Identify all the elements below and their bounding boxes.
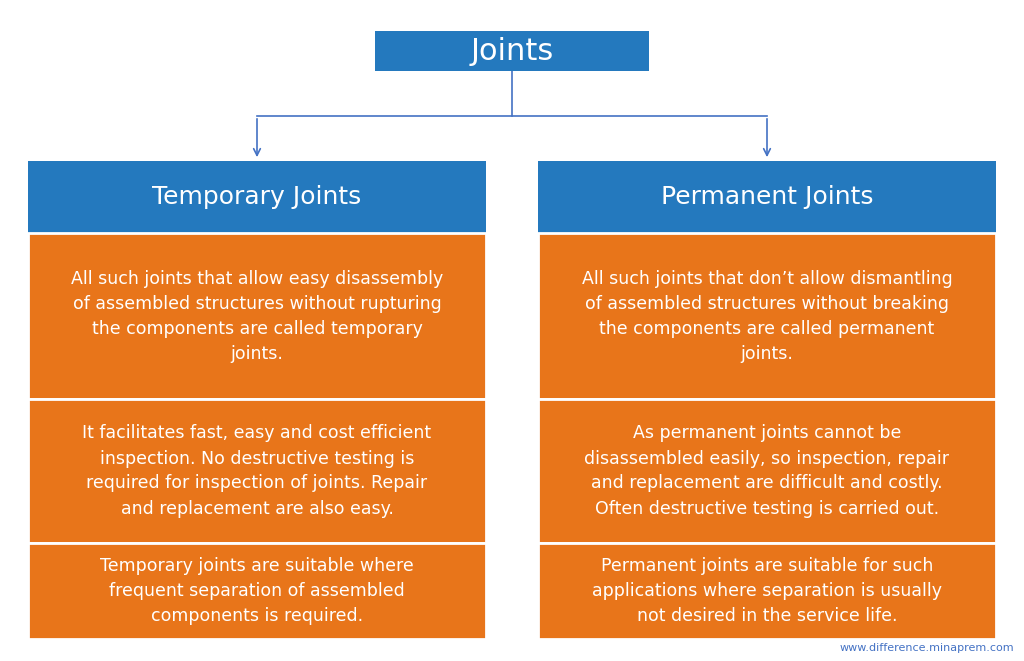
Text: It facilitates fast, easy and cost efficient
inspection. No destructive testing : It facilitates fast, easy and cost effic… bbox=[83, 424, 431, 518]
Text: Permanent Joints: Permanent Joints bbox=[660, 185, 873, 209]
Text: Joints: Joints bbox=[470, 36, 554, 65]
FancyBboxPatch shape bbox=[375, 31, 649, 71]
Text: All such joints that allow easy disassembly
of assembled structures without rupt: All such joints that allow easy disassem… bbox=[71, 270, 443, 362]
Text: Temporary Joints: Temporary Joints bbox=[153, 185, 361, 209]
Text: All such joints that don’t allow dismantling
of assembled structures without bre: All such joints that don’t allow dismant… bbox=[582, 270, 952, 362]
Text: www.difference.minaprem.com: www.difference.minaprem.com bbox=[840, 643, 1014, 653]
FancyBboxPatch shape bbox=[538, 543, 996, 639]
FancyBboxPatch shape bbox=[538, 161, 996, 233]
FancyBboxPatch shape bbox=[28, 399, 486, 543]
FancyBboxPatch shape bbox=[538, 399, 996, 543]
Text: Permanent joints are suitable for such
applications where separation is usually
: Permanent joints are suitable for such a… bbox=[592, 557, 942, 625]
FancyBboxPatch shape bbox=[538, 233, 996, 399]
FancyBboxPatch shape bbox=[28, 233, 486, 399]
Text: As permanent joints cannot be
disassembled easily, so inspection, repair
and rep: As permanent joints cannot be disassembl… bbox=[585, 424, 949, 518]
Text: Temporary joints are suitable where
frequent separation of assembled
components : Temporary joints are suitable where freq… bbox=[100, 557, 414, 625]
FancyBboxPatch shape bbox=[28, 543, 486, 639]
FancyBboxPatch shape bbox=[28, 161, 486, 233]
